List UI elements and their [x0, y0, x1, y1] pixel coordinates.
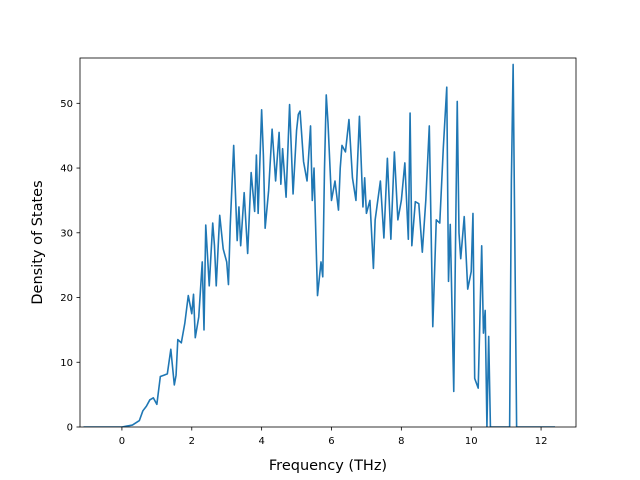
x-tick-label: 8 [398, 436, 404, 447]
x-tick-label: 12 [535, 436, 548, 447]
plot-area [83, 63, 556, 427]
axes-frame [79, 57, 577, 428]
x-tick-label: 10 [465, 436, 478, 447]
x-axis-label: Frequency (THz) [269, 458, 387, 474]
x-tick-label: 2 [189, 436, 195, 447]
x-tick-label: 0 [119, 436, 125, 447]
y-tick-label: 50 [60, 99, 73, 110]
x-tick-label: 4 [258, 436, 264, 447]
y-tick-label: 10 [60, 358, 73, 369]
y-tick-label: 0 [67, 423, 73, 434]
y-tick-label: 40 [60, 164, 73, 175]
y-axis-label: Density of States [30, 180, 46, 304]
y-tick-label: 30 [60, 228, 73, 239]
axis-ticks: 0 2 4 6 8 10 12 0 10 20 30 40 50 [60, 99, 547, 447]
y-tick-label: 20 [60, 293, 73, 304]
x-tick-label: 6 [328, 436, 334, 447]
dos-series-line [83, 63, 556, 427]
